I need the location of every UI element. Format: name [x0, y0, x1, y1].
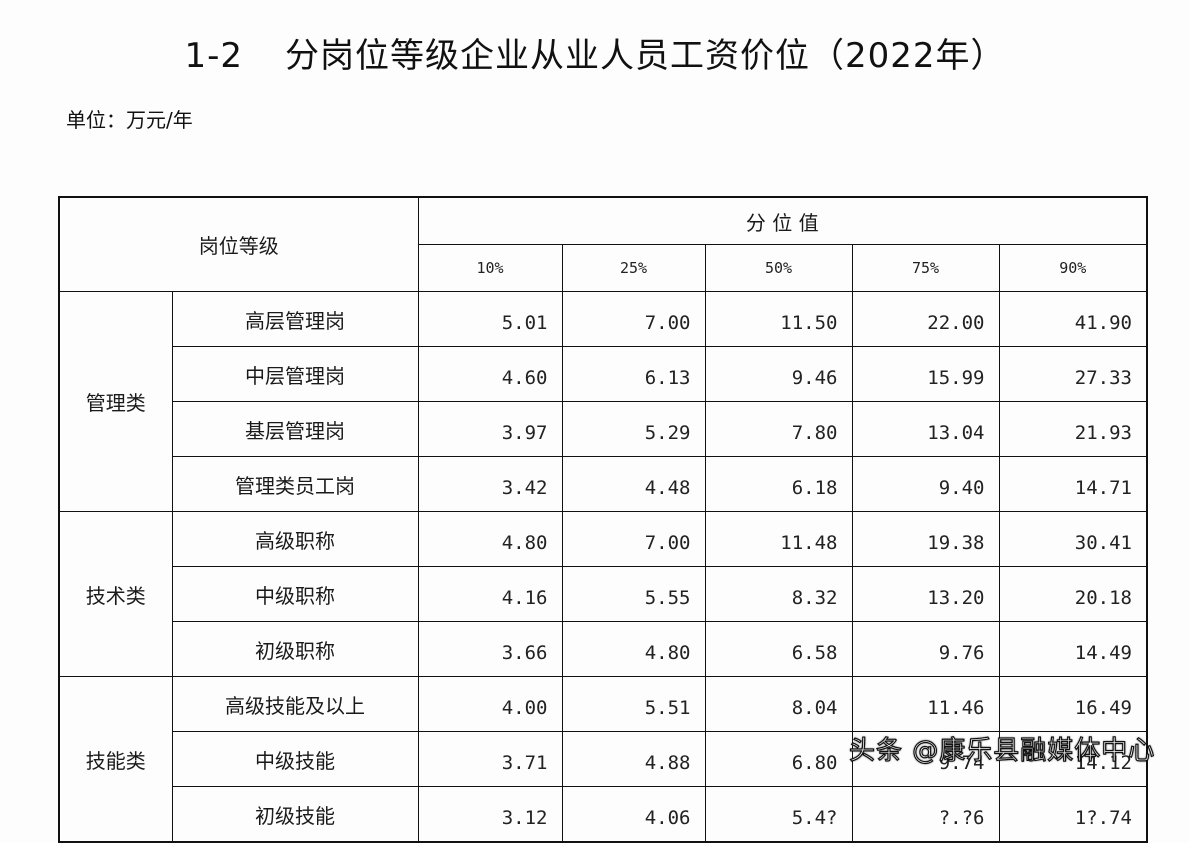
value-cell: 4.00 — [417, 676, 563, 732]
table-row: 初级职称 3.66 4.80 6.58 9.76 14.49 — [59, 621, 1148, 677]
value-cell: 11.48 — [704, 511, 853, 567]
table-row: 管理类 高层管理岗 5.01 7.00 11.50 22.00 41.90 — [58, 291, 1148, 512]
header-post-level: 岗位等级 — [58, 196, 419, 292]
value-cell: 5.01 — [417, 291, 563, 347]
table-title: 分岗位等级企业从业人员工资价位（2022年） — [285, 36, 1006, 76]
value-cell: 4.48 — [561, 456, 706, 512]
category-cell: 技术类 — [58, 511, 173, 677]
value-cell: 21.93 — [998, 401, 1148, 457]
post-level-cell: 基层管理岗 — [171, 401, 419, 457]
table-number: 1-2 — [184, 36, 243, 76]
table-row: 中级职称 4.16 5.55 8.32 13.20 20.18 — [59, 566, 1148, 622]
watermark: 头条 @康乐县融媒体中心 — [848, 735, 1156, 766]
category-cell: 管理类 — [58, 291, 173, 512]
post-level-cell: 高级职称 — [171, 511, 419, 567]
value-cell: 6.58 — [704, 621, 853, 677]
header-p25: 25% — [561, 244, 706, 292]
value-cell: 6.80 — [704, 731, 853, 787]
table-row: 基层管理岗 3.97 5.29 7.80 13.04 21.93 — [59, 401, 1148, 457]
value-cell: 5.55 — [561, 566, 706, 622]
value-cell: 3.97 — [417, 401, 563, 457]
value-cell: 3.12 — [417, 786, 563, 843]
value-cell: 22.00 — [851, 291, 1000, 347]
value-cell: 14.71 — [998, 456, 1148, 512]
table-row: 管理类员工岗 3.42 4.48 6.18 9.40 14.71 — [59, 456, 1148, 512]
header-p10: 10% — [417, 244, 563, 292]
header-p50: 50% — [704, 244, 853, 292]
table-row: 初级技能 3.12 4.06 5.4? ?.?6 1?.74 — [59, 786, 1148, 843]
post-level-cell: 初级技能 — [171, 786, 419, 843]
value-cell: 5.29 — [561, 401, 706, 457]
value-cell: 3.42 — [417, 456, 563, 512]
value-cell: 6.13 — [561, 346, 706, 402]
table-row: 中层管理岗 4.60 6.13 9.46 15.99 27.33 — [59, 346, 1148, 402]
page-title: 1-2 分岗位等级企业从业人员工资价位（2022年） — [0, 28, 1190, 77]
value-cell: 9.46 — [704, 346, 853, 402]
value-cell: 4.16 — [417, 566, 563, 622]
value-cell: 4.80 — [417, 511, 563, 567]
value-cell: 8.04 — [704, 676, 853, 732]
table-row: 技能类 高级技能及以上 4.00 5.51 8.04 11.46 16.49 — [58, 676, 1148, 843]
value-cell: 5.51 — [561, 676, 706, 732]
value-cell: 27.33 — [998, 346, 1148, 402]
header-p75: 75% — [851, 244, 1000, 292]
value-cell: 9.40 — [851, 456, 1000, 512]
value-cell: 20.18 — [998, 566, 1148, 622]
value-cell: 4.06 — [561, 786, 706, 843]
unit-label: 单位：万元/年 — [66, 108, 193, 132]
value-cell: 9.76 — [851, 621, 1000, 677]
value-cell: 4.88 — [561, 731, 706, 787]
value-cell: 7.00 — [561, 291, 706, 347]
value-cell: 30.41 — [998, 511, 1148, 567]
value-cell: 1?.74 — [998, 786, 1148, 843]
value-cell: 11.46 — [851, 676, 1000, 732]
value-cell: 3.71 — [417, 731, 563, 787]
value-cell: 4.60 — [417, 346, 563, 402]
category-cell: 技能类 — [58, 676, 173, 843]
value-cell: 5.4? — [704, 786, 853, 843]
value-cell: 7.80 — [704, 401, 853, 457]
value-cell: 6.18 — [704, 456, 853, 512]
post-level-cell: 高级技能及以上 — [171, 676, 419, 732]
value-cell: 15.99 — [851, 346, 1000, 402]
value-cell: 19.38 — [851, 511, 1000, 567]
post-level-cell: 初级职称 — [171, 621, 419, 677]
post-level-cell: 中级职称 — [171, 566, 419, 622]
value-cell: 7.00 — [561, 511, 706, 567]
value-cell: 3.66 — [417, 621, 563, 677]
header-p90: 90% — [998, 244, 1148, 292]
post-level-cell: 中层管理岗 — [171, 346, 419, 402]
header-percentile-group: 分 位 值 — [417, 196, 1148, 245]
post-level-cell: 管理类员工岗 — [171, 456, 419, 512]
value-cell: 4.80 — [561, 621, 706, 677]
value-cell: 16.49 — [998, 676, 1148, 732]
value-cell: ?.?6 — [851, 786, 1000, 843]
post-level-cell: 中级技能 — [171, 731, 419, 787]
table-row: 技术类 高级职称 4.80 7.00 11.48 19.38 30.41 — [58, 511, 1148, 677]
value-cell: 11.50 — [704, 291, 853, 347]
value-cell: 13.20 — [851, 566, 1000, 622]
value-cell: 41.90 — [998, 291, 1148, 347]
value-cell: 14.49 — [998, 621, 1148, 677]
value-cell: 13.04 — [851, 401, 1000, 457]
value-cell: 8.32 — [704, 566, 853, 622]
post-level-cell: 高层管理岗 — [171, 291, 419, 347]
